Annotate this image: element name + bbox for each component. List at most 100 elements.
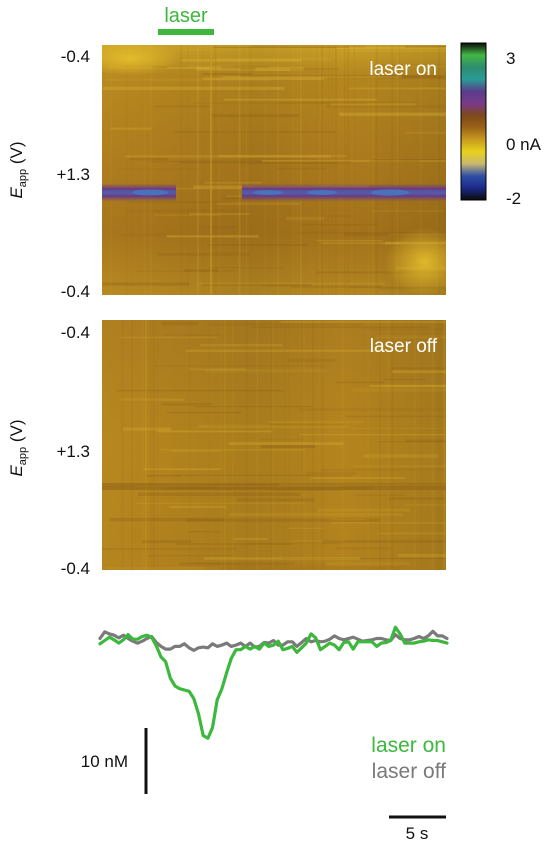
heatmap-streak [404, 45, 446, 48]
laser-stimulus: laser [158, 5, 214, 35]
colorbar-tick-max: 3 [506, 49, 515, 68]
heatmap-streak [153, 105, 211, 108]
heatmap-streak [331, 103, 417, 106]
dopamine-traces [98, 625, 449, 740]
x-scale-bar: 5 s [389, 815, 446, 843]
heatmap-streak [161, 402, 212, 406]
heatmap-streak [321, 215, 354, 217]
heatmap-streak [330, 522, 446, 524]
heatmap-grain [277, 45, 279, 295]
heatmap-on-highlight-left [102, 45, 180, 76]
heatmap-grain [202, 45, 204, 295]
heatmap-streak [255, 68, 291, 71]
heatmap-streak [348, 87, 446, 90]
heatmap-streak [169, 505, 226, 508]
heatmap-grain [218, 45, 220, 295]
ytick-off-bottom: -0.4 [61, 559, 90, 578]
heatmap-streak [238, 157, 316, 161]
heatmap-streak [240, 67, 339, 71]
colorbar-tick-zero: 0 nA [506, 135, 542, 154]
heatmap-grain [196, 45, 199, 295]
heatmap-streak [363, 454, 439, 458]
heatmap-streak [346, 427, 446, 429]
heatmap-grain [301, 320, 303, 570]
heatmap-streak [162, 321, 199, 326]
laser-on-annotation: laser on [369, 59, 437, 80]
heatmap-grain [135, 45, 137, 295]
heatmap-streak [158, 49, 242, 51]
heatmap-streak [329, 519, 367, 521]
heatmap-streak [282, 558, 446, 560]
heatmap-grain [290, 320, 292, 570]
heatmap-grain [372, 45, 374, 295]
heatmap-grain [296, 45, 298, 295]
heatmap-streak [335, 381, 385, 384]
heatmap-streak [270, 489, 343, 491]
heatmap-streak [351, 388, 446, 392]
heatmap-streak [325, 105, 446, 109]
heatmap-streak [251, 326, 429, 328]
heatmap-streak [202, 77, 324, 80]
heatmap-grain [312, 320, 315, 570]
heatmap-grain [187, 45, 189, 295]
heatmap-streak [173, 131, 336, 133]
heatmap-streak [269, 424, 345, 427]
x-scale-bar-label: 5 s [406, 824, 429, 843]
heatmap-streak [344, 232, 446, 236]
heatmap-streak [188, 213, 250, 216]
ytick-on-middle: +1.3 [56, 165, 90, 184]
heatmap-grain [149, 320, 151, 570]
heatmap-grain [444, 320, 445, 570]
heatmap-streak [168, 187, 305, 190]
heatmap-grain [189, 320, 191, 570]
heatmap-grain [292, 45, 295, 295]
heatmap-grain [391, 320, 394, 570]
heatmap-grain [438, 320, 441, 570]
heatmap-streak [261, 160, 446, 162]
heatmap-streak [138, 492, 301, 496]
heatmap-streak [167, 66, 222, 69]
heatmap-streak [120, 336, 218, 339]
heatmap-streak [222, 76, 402, 79]
heatmap-streak [404, 504, 446, 506]
heatmap-streak [110, 127, 152, 130]
heatmap-grain [420, 45, 422, 295]
heatmap-streak [277, 101, 418, 104]
heatmap-streak [148, 555, 232, 557]
oxidation-band-spot [370, 189, 410, 196]
heatmap-streak [390, 367, 446, 370]
heatmap-grain [231, 320, 234, 570]
heatmap-streak [154, 365, 326, 367]
heatmap-grain [420, 320, 422, 570]
heatmap-streak [310, 477, 406, 479]
heatmap-streak [374, 334, 446, 338]
heatmap-grain [284, 320, 286, 570]
heatmap-streak [196, 282, 385, 286]
heatmap-streak [315, 271, 446, 274]
heatmap-grain [143, 45, 146, 295]
heatmap-streak [336, 47, 446, 49]
heatmap-streak [261, 445, 316, 448]
heatmap-streak [193, 102, 366, 104]
trace-laser-on [98, 625, 449, 740]
heatmap-streak [128, 201, 232, 204]
heatmap-grain [224, 320, 226, 570]
heatmap-streak [207, 322, 363, 327]
heatmap-streak [321, 242, 401, 244]
heatmap-grain [344, 45, 346, 295]
heatmap-streak [125, 209, 246, 213]
heatmap-streak [321, 468, 446, 471]
heatmap-streak [383, 378, 426, 381]
heatmap-streak [299, 224, 379, 226]
heatmap-streak [175, 543, 293, 545]
heatmap-streak [335, 547, 391, 550]
heatmap-grain [334, 45, 337, 295]
heatmap-streak [190, 563, 240, 565]
heatmap-streak [293, 562, 410, 565]
oxidation-band-core [242, 190, 446, 195]
colorbar-tick-min: -2 [506, 189, 521, 208]
heatmap-streak [195, 406, 314, 408]
y-scale-bar-label: 10 nM [81, 752, 128, 771]
heatmap-streak [300, 231, 430, 234]
heatmap-streak [203, 73, 252, 75]
